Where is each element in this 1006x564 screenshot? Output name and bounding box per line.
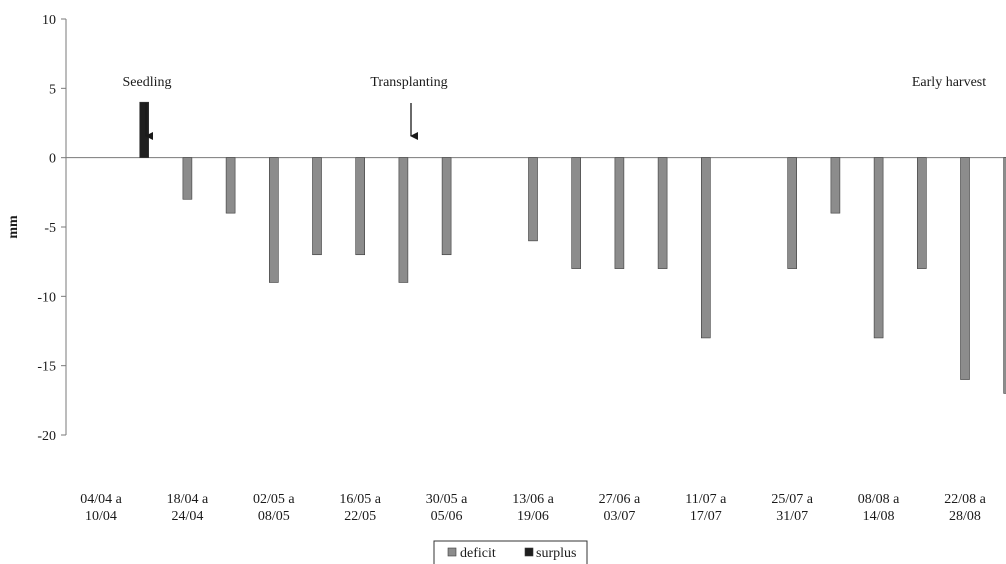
legend-swatch-surplus bbox=[524, 547, 534, 557]
bar-deficit bbox=[355, 157, 366, 256]
x-tick-label: 08/05 bbox=[258, 509, 290, 524]
bar-deficit bbox=[657, 157, 668, 269]
bar-deficit bbox=[916, 157, 927, 269]
bar-deficit bbox=[312, 157, 322, 256]
bar-deficit bbox=[528, 157, 538, 242]
x-tick-label: 10/04 bbox=[85, 509, 117, 524]
x-tick-label: 02/05 a bbox=[253, 492, 295, 507]
x-tick-label: 17/07 bbox=[690, 509, 722, 524]
bar-surplus bbox=[139, 101, 149, 158]
annotation-label: Transplanting bbox=[370, 75, 447, 90]
bar-deficit bbox=[700, 157, 711, 339]
annotation-label: Early harvest bbox=[912, 75, 986, 90]
x-tick-label: 27/06 a bbox=[599, 492, 641, 507]
y-tick-label: -20 bbox=[37, 429, 56, 444]
bar-deficit bbox=[614, 157, 625, 269]
x-tick-label: 28/08 bbox=[949, 509, 981, 524]
bar-deficit bbox=[268, 157, 279, 283]
x-tick-label: 04/04 a bbox=[80, 492, 122, 507]
y-tick-label: 10 bbox=[42, 13, 56, 28]
x-tick-label: 11/07 a bbox=[685, 492, 727, 507]
y-tick-label: -5 bbox=[44, 221, 56, 236]
bar-deficit bbox=[787, 157, 798, 269]
legend: deficit surplus bbox=[433, 540, 588, 564]
labels-layer: 10 5 0 -5 -10 -15 -20 mm 04/04 a 10/04 18/04 a 24/0… bbox=[6, 13, 987, 524]
y-tick-label: 0 bbox=[49, 152, 56, 167]
bar-deficit bbox=[571, 157, 582, 269]
x-tick-label: 18/04 a bbox=[167, 492, 209, 507]
x-tick-label: 08/08 a bbox=[858, 492, 900, 507]
x-tick-label: 24/04 bbox=[171, 509, 203, 524]
y-tick-label: -10 bbox=[37, 290, 56, 305]
legend-box bbox=[433, 540, 588, 564]
x-tick-label: 31/07 bbox=[776, 509, 808, 524]
x-tick-label: 25/07 a bbox=[771, 492, 813, 507]
annotation-label: Seedling bbox=[123, 75, 172, 90]
bar-deficit bbox=[960, 157, 970, 380]
x-tick-label: 16/05 a bbox=[339, 492, 381, 507]
x-tick-label: 13/06 a bbox=[512, 492, 554, 507]
bar-deficit bbox=[225, 157, 236, 214]
bar-deficit bbox=[398, 157, 409, 283]
x-tick-label: 19/06 bbox=[517, 509, 549, 524]
x-tick-label: 30/05 a bbox=[426, 492, 468, 507]
x-tick-label: 03/07 bbox=[603, 509, 635, 524]
x-tick-label: 05/06 bbox=[431, 509, 463, 524]
x-tick-label: 14/08 bbox=[863, 509, 895, 524]
legend-swatch-deficit bbox=[447, 547, 457, 557]
bars-layer bbox=[139, 101, 1006, 394]
y-axis-title: mm bbox=[6, 215, 21, 239]
y-tick-label: 5 bbox=[49, 82, 56, 97]
bar-deficit bbox=[182, 157, 193, 200]
x-tick-label: 22/05 bbox=[344, 509, 376, 524]
x-tick-label: 22/08 a bbox=[944, 492, 986, 507]
legend-label-deficit: deficit bbox=[460, 546, 496, 561]
bar-deficit bbox=[441, 157, 452, 256]
legend-label-surplus: surplus bbox=[536, 546, 576, 561]
y-tick-label: -15 bbox=[37, 360, 56, 375]
bar-deficit bbox=[873, 157, 884, 339]
bar-deficit bbox=[830, 157, 841, 214]
bar-deficit bbox=[1003, 157, 1006, 394]
